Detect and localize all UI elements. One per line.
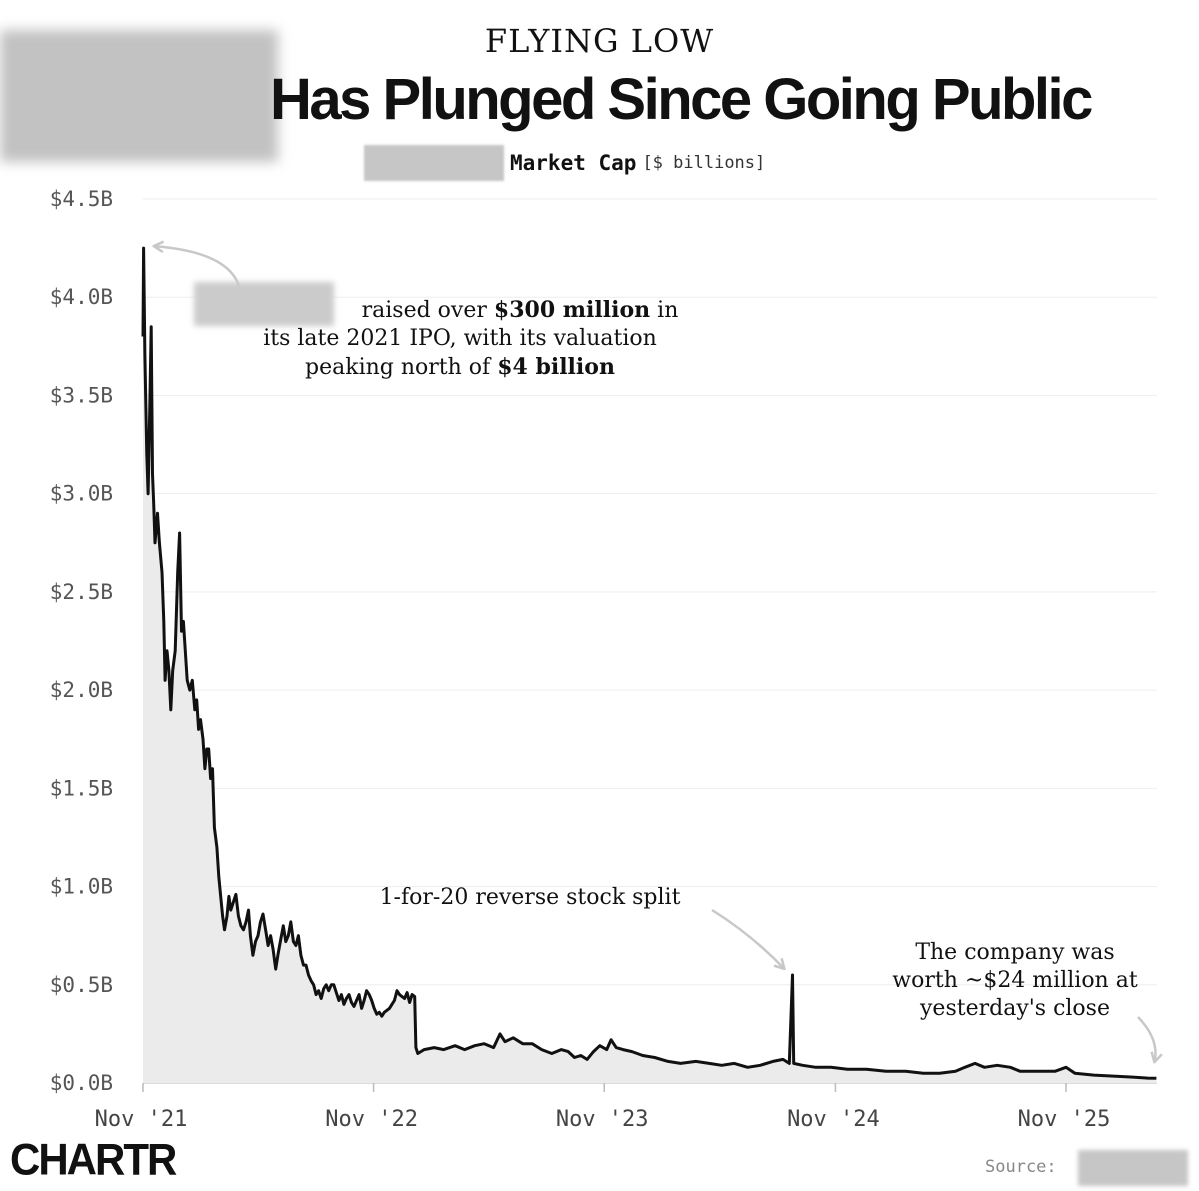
subtitle-measure: Market Cap xyxy=(510,151,637,175)
market-cap-line xyxy=(141,246,1157,1080)
x-tick-label: Nov '25 xyxy=(1018,1107,1111,1132)
current-value-arrow xyxy=(1137,1016,1157,1063)
redacted-company-name xyxy=(364,145,504,181)
x-tick-label: Nov '24 xyxy=(787,1107,880,1132)
market-cap-area xyxy=(143,248,1157,1084)
chartr-logo: CHARTR xyxy=(10,1134,177,1185)
current-value-arrow-head xyxy=(1150,1051,1163,1064)
source-label: Source: xyxy=(985,1157,1057,1177)
x-tick-label: Nov '21 xyxy=(95,1107,188,1132)
redacted-company-name-annotation xyxy=(194,282,334,326)
y-tick-label: $1.5B xyxy=(50,776,113,800)
ipo-annotation: raised over $300 million in its late 202… xyxy=(263,297,679,380)
redacted-source xyxy=(1078,1150,1188,1186)
y-tick-label: $4.0B xyxy=(50,285,113,309)
chart-kicker: FLYING LOW xyxy=(484,22,715,60)
reverse-split-annotation: 1-for-20 reverse stock split xyxy=(379,885,681,910)
subtitle-unit: [$ billions] xyxy=(642,153,766,173)
redacted-logo xyxy=(0,30,278,162)
y-tick-label: $1.0B xyxy=(50,875,113,899)
split-arrow-head xyxy=(773,958,786,971)
y-tick-label: $3.5B xyxy=(50,383,113,407)
y-tick-label: $2.0B xyxy=(50,678,113,702)
x-axis-ticks: Nov '21 Nov '22 Nov '23 Nov '24 Nov '25 xyxy=(95,1083,1111,1132)
y-tick-label: $4.5B xyxy=(50,187,113,211)
y-tick-label: $0.0B xyxy=(50,1071,113,1095)
current-value-annotation: The company was worth ~$24 million at ye… xyxy=(892,940,1138,1021)
chart-subtitle: Market Cap [$ billions] xyxy=(364,145,884,181)
x-tick-label: Nov '23 xyxy=(556,1107,649,1132)
split-arrow xyxy=(711,908,786,970)
chart-title: Has Plunged Since Going Public xyxy=(270,67,1093,132)
y-axis-ticks: $0.0B $0.5B $1.0B $1.5B $2.0B $2.5B $3.0B $3.5B… xyxy=(50,187,113,1095)
y-tick-label: $3.0B xyxy=(50,482,113,506)
y-tick-label: $2.5B xyxy=(50,580,113,604)
ipo-arrow-head xyxy=(152,240,165,254)
x-tick-label: Nov '22 xyxy=(325,1107,418,1132)
y-tick-label: $0.5B xyxy=(50,973,113,997)
